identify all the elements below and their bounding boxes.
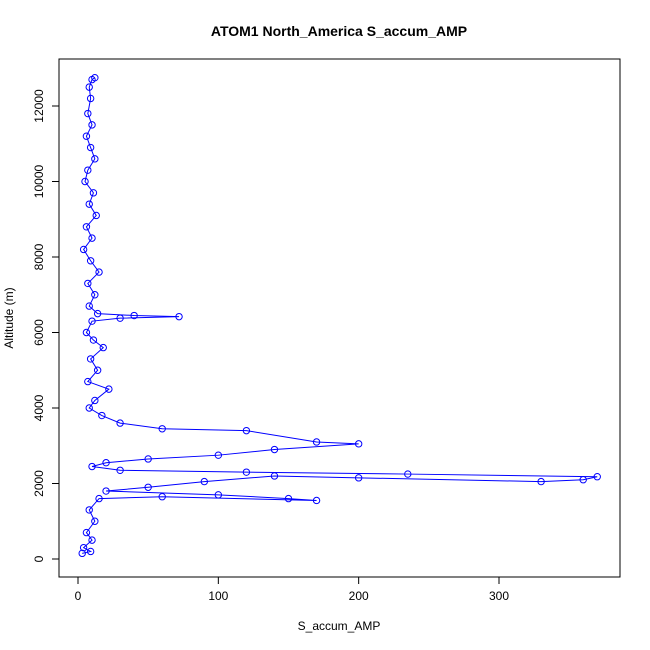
series-layer bbox=[78, 73, 601, 558]
data-point bbox=[105, 385, 113, 393]
data-point bbox=[175, 312, 183, 321]
data-point bbox=[84, 377, 92, 386]
data-point bbox=[91, 155, 99, 163]
data-point bbox=[85, 506, 93, 514]
data-point bbox=[144, 455, 152, 463]
x-tick-label: 200 bbox=[349, 589, 369, 603]
data-point bbox=[312, 496, 321, 505]
x-tick-label: 300 bbox=[489, 589, 509, 603]
data-point bbox=[579, 476, 587, 484]
data-point bbox=[86, 257, 95, 265]
data-point bbox=[78, 549, 86, 558]
y-tick-label: 4000 bbox=[32, 394, 46, 421]
y-tick-label: 12000 bbox=[32, 89, 46, 123]
data-point bbox=[98, 411, 106, 420]
data-point bbox=[86, 355, 95, 363]
series-line bbox=[82, 77, 598, 554]
data-point bbox=[537, 477, 545, 486]
data-point bbox=[270, 445, 279, 454]
data-point bbox=[102, 487, 110, 495]
data-point bbox=[93, 309, 102, 318]
data-point bbox=[158, 425, 166, 433]
data-point bbox=[130, 311, 138, 320]
data-point bbox=[85, 200, 93, 208]
data-point bbox=[89, 189, 98, 197]
data-point bbox=[93, 366, 102, 374]
data-point bbox=[404, 470, 412, 478]
chart-title: ATOM1 North_America S_accum_AMP bbox=[211, 23, 467, 39]
data-point bbox=[270, 472, 279, 480]
data-point bbox=[158, 493, 166, 501]
y-tick-label: 8000 bbox=[32, 243, 46, 270]
x-axis: 0 100 200 300 bbox=[75, 576, 509, 603]
y-tick-label: 10000 bbox=[32, 164, 46, 198]
data-point bbox=[84, 109, 92, 118]
data-point bbox=[593, 473, 601, 481]
data-point bbox=[144, 483, 152, 491]
y-tick-label: 0 bbox=[32, 555, 46, 562]
data-point bbox=[88, 536, 96, 544]
data-point bbox=[354, 440, 363, 448]
data-point bbox=[82, 528, 91, 537]
data-point bbox=[88, 75, 96, 84]
data-point bbox=[91, 517, 99, 525]
data-point bbox=[312, 438, 321, 446]
data-point bbox=[86, 547, 95, 556]
data-point bbox=[214, 451, 223, 459]
y-axis-label: Altitude (m) bbox=[2, 287, 16, 348]
data-point bbox=[91, 396, 99, 405]
x-axis-label: S_accum_AMP bbox=[298, 619, 381, 633]
data-point bbox=[214, 491, 223, 499]
data-point bbox=[82, 328, 91, 337]
data-point bbox=[95, 494, 103, 503]
data-point bbox=[85, 302, 93, 310]
data-point bbox=[86, 143, 95, 152]
data-point bbox=[200, 477, 209, 486]
y-tick-label: 2000 bbox=[32, 470, 46, 497]
data-point bbox=[88, 462, 96, 471]
data-point bbox=[85, 83, 93, 91]
data-point bbox=[242, 426, 251, 435]
x-tick-label: 100 bbox=[208, 589, 228, 603]
data-point bbox=[88, 234, 96, 242]
data-point bbox=[102, 459, 110, 467]
data-point bbox=[81, 177, 89, 186]
data-point bbox=[99, 343, 107, 352]
data-point bbox=[91, 291, 99, 299]
data-point bbox=[89, 336, 98, 344]
data-point bbox=[82, 223, 91, 231]
y-tick-label: 6000 bbox=[32, 319, 46, 346]
y-axis: 0 2000 4000 6000 8000 10000 12000 bbox=[32, 89, 60, 562]
x-tick-label: 0 bbox=[75, 589, 82, 603]
data-point bbox=[354, 474, 363, 482]
data-point bbox=[85, 404, 93, 412]
data-point bbox=[116, 314, 124, 322]
data-point bbox=[242, 468, 251, 476]
data-point bbox=[79, 245, 88, 254]
data-point bbox=[116, 419, 124, 427]
data-point bbox=[82, 132, 91, 140]
data-point bbox=[92, 211, 100, 220]
data-point bbox=[84, 166, 92, 174]
data-point bbox=[116, 466, 124, 474]
data-point bbox=[86, 94, 95, 103]
data-point bbox=[84, 279, 92, 288]
data-point bbox=[95, 268, 103, 276]
data-point bbox=[88, 121, 96, 129]
data-point bbox=[284, 494, 293, 503]
data-point bbox=[88, 317, 96, 325]
